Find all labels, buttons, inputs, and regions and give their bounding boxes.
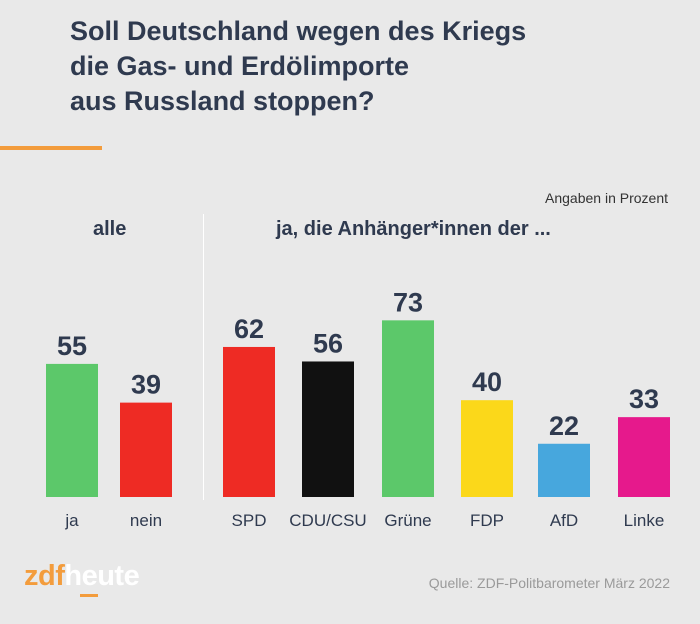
logo-zdf: zdf xyxy=(24,560,65,592)
value-label-spd: 62 xyxy=(234,314,264,344)
group-divider xyxy=(203,214,204,500)
chart-title: Soll Deutschland wegen des Kriegs die Ga… xyxy=(70,14,670,119)
zdfheute-logo: zdfheute xyxy=(24,560,140,593)
value-label-afd: 22 xyxy=(549,411,579,441)
category-label-grüne: Grüne xyxy=(384,511,431,530)
value-label-linke: 33 xyxy=(629,384,659,414)
group-label-parties: ja, die Anhänger*innen der ... xyxy=(276,218,551,240)
source-note: Quelle: ZDF-Politbarometer März 2022 xyxy=(428,575,670,591)
logo-heute: heute xyxy=(64,560,140,592)
value-label-grüne: 73 xyxy=(393,287,423,317)
value-label-fdp: 40 xyxy=(472,367,502,397)
bar-fdp xyxy=(461,400,513,497)
bar-linke xyxy=(618,417,670,497)
bar-grüne xyxy=(382,320,434,497)
group-label-all: alle xyxy=(93,218,127,240)
bar-spd xyxy=(223,346,275,497)
title-line-3: aus Russland stoppen? xyxy=(70,86,375,116)
unit-note: Angaben in Prozent xyxy=(545,190,668,206)
category-label-cdu-csu: CDU/CSU xyxy=(289,511,366,530)
category-label-afd: AfD xyxy=(550,511,578,530)
logo-underscore xyxy=(80,594,98,597)
value-label-ja: 55 xyxy=(57,331,87,361)
bar-nein xyxy=(120,402,172,497)
bar-ja xyxy=(46,363,98,497)
category-label-spd: SPD xyxy=(232,511,267,530)
bar-cdu-csu xyxy=(302,361,354,497)
category-label-nein: nein xyxy=(130,511,162,530)
category-label-ja: ja xyxy=(64,511,79,530)
value-label-nein: 39 xyxy=(131,370,161,400)
title-line-2: die Gas- und Erdölimporte xyxy=(70,51,410,81)
accent-line xyxy=(0,146,102,150)
category-label-fdp: FDP xyxy=(470,511,504,530)
category-label-linke: Linke xyxy=(624,511,665,530)
bar-afd xyxy=(538,443,590,497)
value-label-cdu-csu: 56 xyxy=(313,328,343,358)
title-line-1: Soll Deutschland wegen des Kriegs xyxy=(70,16,527,46)
